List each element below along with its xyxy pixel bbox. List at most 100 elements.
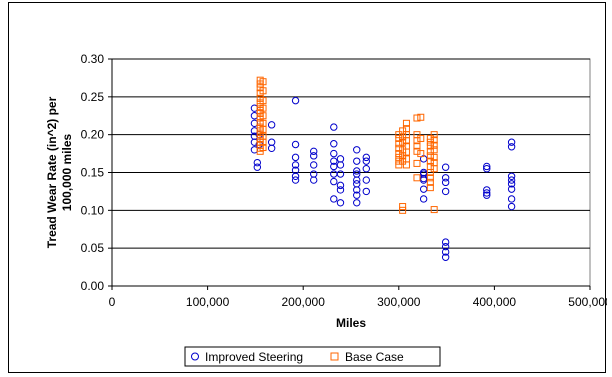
data-point	[353, 191, 361, 199]
data-point	[336, 170, 345, 178]
data-point	[507, 143, 516, 151]
data-point	[426, 142, 434, 150]
data-point	[483, 165, 491, 173]
data-point	[253, 158, 262, 167]
data-point	[413, 174, 421, 182]
data-point	[507, 180, 516, 188]
data-point	[259, 144, 267, 152]
data-point	[430, 165, 438, 173]
data-points	[250, 76, 516, 261]
data-point	[395, 140, 403, 148]
data-point	[336, 186, 345, 194]
data-point	[430, 153, 438, 161]
data-point	[395, 150, 403, 158]
data-point	[417, 150, 425, 158]
data-point	[402, 148, 410, 156]
data-point	[330, 177, 338, 186]
data-point	[362, 176, 370, 184]
data-point	[362, 153, 370, 162]
data-point	[399, 138, 407, 146]
data-point	[330, 123, 338, 131]
data-point	[426, 157, 434, 165]
data-point	[507, 176, 516, 184]
data-point	[441, 174, 450, 182]
data-point	[402, 161, 410, 169]
data-point	[507, 185, 516, 193]
data-point	[399, 203, 407, 211]
data-point	[353, 186, 361, 194]
data-point	[417, 113, 425, 121]
data-point	[507, 195, 516, 203]
data-point	[353, 157, 361, 165]
data-point	[483, 162, 491, 171]
data-point	[291, 161, 300, 169]
data-point	[413, 142, 421, 150]
x-tick-label: 400,000	[473, 295, 517, 309]
x-tick-label: 100,000	[186, 295, 230, 309]
data-point	[291, 176, 300, 184]
data-point	[430, 206, 438, 214]
y-tick-label: 0.25	[81, 90, 105, 104]
x-tick-labels: 0 100,000 200,000 300,000 400,000 500,000	[109, 295, 607, 309]
data-point	[430, 136, 438, 144]
data-point	[417, 134, 425, 142]
data-point	[330, 195, 338, 203]
data-point	[395, 144, 403, 152]
data-point	[426, 134, 434, 142]
y-tick-label: 0.10	[81, 203, 105, 217]
data-point	[310, 161, 318, 169]
series-base-case	[256, 76, 438, 214]
data-point	[426, 184, 434, 192]
y-tick-label: 0.15	[81, 166, 105, 180]
data-point	[353, 199, 361, 207]
legend-label-base-case: Base Case	[345, 350, 404, 364]
y-tick-label: 0.30	[81, 52, 105, 66]
data-point	[483, 186, 491, 194]
data-point	[441, 178, 450, 187]
data-point	[330, 157, 338, 165]
data-point	[395, 157, 403, 165]
data-point	[402, 137, 410, 145]
legend-marker-base-case	[330, 352, 339, 361]
y-axis-title-line-1: Tread Wear Rate (in^2) per	[45, 96, 59, 248]
data-point	[353, 176, 361, 184]
data-point	[413, 114, 421, 122]
data-point	[483, 189, 491, 197]
gridlines	[112, 58, 590, 249]
data-point	[336, 181, 345, 190]
data-point	[399, 133, 407, 141]
data-point	[430, 131, 438, 139]
data-point	[441, 187, 450, 196]
data-point	[507, 202, 516, 211]
data-point	[267, 121, 276, 129]
data-point	[426, 178, 434, 186]
data-point	[395, 153, 403, 161]
data-point	[395, 131, 403, 139]
legend-label-improved-steering: Improved Steering	[205, 350, 303, 364]
data-point	[310, 147, 318, 156]
data-point	[267, 144, 276, 152]
data-point	[441, 163, 450, 171]
data-point	[399, 206, 407, 214]
chart-svg: 0.00 0.05 0.10 0.15 0.20 0.25 0.30 0 100,000 200…	[45, 52, 607, 367]
data-point	[483, 191, 491, 199]
x-tick-label: 200,000	[282, 295, 326, 309]
x-tick-label: 300,000	[377, 295, 421, 309]
y-axis-title: Tread Wear Rate (in^2) per 100,000 miles	[45, 96, 74, 248]
data-point	[253, 163, 262, 171]
data-point	[310, 176, 318, 184]
data-point	[353, 146, 361, 154]
y-tick-label: 0.00	[81, 279, 105, 293]
chart-area: 0.00 0.05 0.10 0.15 0.20 0.25 0.30 0 100,000 200…	[8, 2, 607, 373]
data-point	[395, 134, 403, 142]
data-point	[259, 112, 267, 120]
x-tick-label: 0	[109, 295, 116, 309]
data-point	[259, 97, 267, 105]
data-point	[426, 174, 434, 182]
data-point	[441, 242, 450, 251]
data-point	[259, 138, 267, 146]
y-tick-labels: 0.00 0.05 0.10 0.15 0.20 0.25 0.30	[81, 52, 105, 293]
data-point	[419, 195, 428, 203]
data-point	[291, 140, 300, 149]
data-point	[441, 238, 450, 246]
